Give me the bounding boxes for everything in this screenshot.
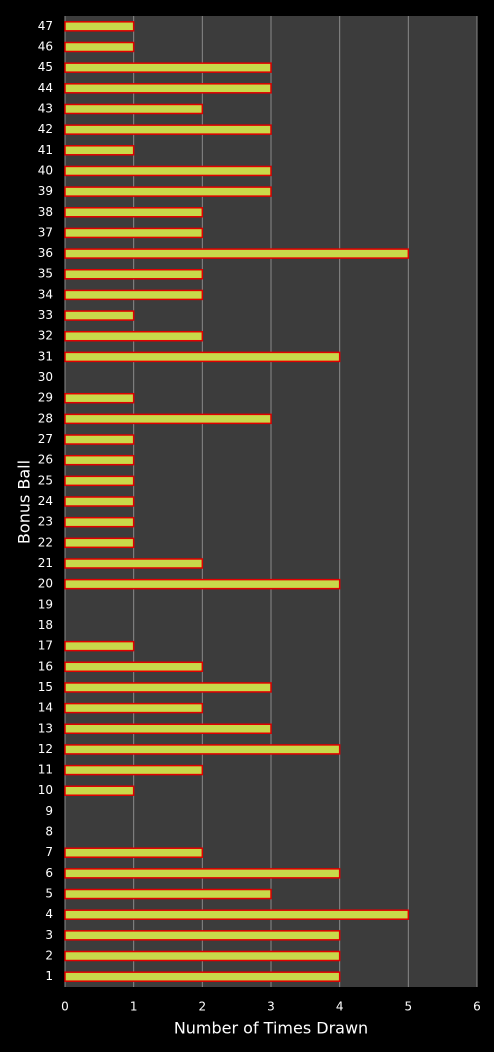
y-tick-label: 43 <box>38 101 53 115</box>
bar <box>64 330 204 342</box>
bar <box>64 289 204 301</box>
bar <box>64 558 204 569</box>
bar <box>64 888 272 900</box>
y-tick-label: 32 <box>38 329 53 343</box>
bar <box>64 682 272 693</box>
x-tick-label: 2 <box>199 1000 207 1014</box>
y-tick-label: 1 <box>45 969 53 983</box>
y-tick-label: 37 <box>38 225 53 239</box>
y-tick-label: 24 <box>38 494 53 508</box>
y-tick-label: 12 <box>38 742 53 756</box>
y-tick-label: 14 <box>38 701 53 715</box>
y-tick-label: 6 <box>45 866 53 880</box>
y-tick-label: 9 <box>45 804 53 818</box>
y-tick-label: 28 <box>38 411 53 425</box>
bar <box>64 744 341 755</box>
bar <box>64 661 204 673</box>
bar <box>64 41 135 53</box>
bar <box>64 83 272 94</box>
bar <box>64 496 135 507</box>
x-tick-label: 0 <box>61 1000 69 1014</box>
bar <box>64 454 135 466</box>
y-tick-label: 27 <box>38 432 53 446</box>
y-tick-label: 23 <box>38 515 53 529</box>
x-tick-label: 3 <box>267 1000 275 1014</box>
bar <box>64 207 204 218</box>
bar <box>64 268 204 280</box>
y-tick-label: 31 <box>38 349 53 363</box>
y-tick-label: 18 <box>38 618 53 632</box>
y-tick-label: 26 <box>38 453 53 467</box>
y-tick-label: 33 <box>38 308 53 322</box>
bar <box>64 537 135 549</box>
y-tick-label: 30 <box>38 370 53 384</box>
y-axis-title: Bonus Ball <box>15 460 34 544</box>
x-tick-label: 1 <box>130 1000 138 1014</box>
y-tick-label: 4 <box>45 907 53 921</box>
y-tick-label: 36 <box>38 246 53 260</box>
y-tick-label: 39 <box>38 184 53 198</box>
y-tick-label: 46 <box>38 39 53 53</box>
y-tick-label: 5 <box>45 887 53 901</box>
x-axis-title: Number of Times Drawn <box>174 1019 368 1038</box>
bar <box>64 165 272 177</box>
y-tick-label: 8 <box>45 825 53 839</box>
x-tick-label: 5 <box>405 1000 413 1014</box>
y-tick-label: 44 <box>38 81 53 95</box>
bar <box>64 702 204 714</box>
x-tick-label: 4 <box>336 1000 344 1014</box>
y-tick-label: 3 <box>45 928 53 942</box>
bar <box>64 475 135 487</box>
bar <box>64 578 341 590</box>
y-tick-label: 2 <box>45 949 53 963</box>
bar <box>64 62 272 73</box>
y-tick-label: 16 <box>38 659 53 673</box>
bar <box>64 909 410 920</box>
y-tick-label: 7 <box>45 845 53 859</box>
bar <box>64 764 204 776</box>
bar <box>64 971 341 982</box>
bar <box>64 21 135 32</box>
y-tick-label: 15 <box>38 680 53 694</box>
bar <box>64 392 135 404</box>
y-tick-label: 20 <box>38 577 53 591</box>
y-tick-label: 47 <box>38 19 53 33</box>
bar <box>64 847 204 858</box>
y-tick-label: 41 <box>38 143 53 157</box>
bar <box>64 186 272 197</box>
y-tick-label: 42 <box>38 122 53 136</box>
y-tick-label: 21 <box>38 556 53 570</box>
y-tick-label: 11 <box>38 763 53 777</box>
bar <box>64 227 204 239</box>
y-tick-label: 35 <box>38 267 53 281</box>
bar <box>64 124 272 135</box>
y-tick-label: 38 <box>38 205 53 219</box>
bar <box>64 930 341 941</box>
bar <box>64 516 135 528</box>
bar <box>64 950 341 962</box>
y-tick-label: 29 <box>38 391 53 405</box>
bar <box>64 103 204 115</box>
y-tick-label: 13 <box>38 721 53 735</box>
bar <box>64 434 135 445</box>
bar <box>64 351 341 363</box>
x-tick-label: 6 <box>473 1000 481 1014</box>
y-tick-label: 40 <box>38 163 53 177</box>
bar <box>64 413 272 425</box>
y-tick-label: 10 <box>38 783 53 797</box>
y-tick-label: 19 <box>38 597 53 611</box>
bar <box>64 640 135 652</box>
bar <box>64 248 410 259</box>
bar <box>64 145 135 156</box>
y-tick-label: 22 <box>38 535 53 549</box>
bar <box>64 723 272 735</box>
y-tick-label: 45 <box>38 60 53 74</box>
y-tick-label: 25 <box>38 473 53 487</box>
y-tick-label: 17 <box>38 639 53 653</box>
bar <box>64 310 135 321</box>
bar <box>64 785 135 796</box>
y-tick-label: 34 <box>38 287 53 301</box>
bar <box>64 868 341 879</box>
